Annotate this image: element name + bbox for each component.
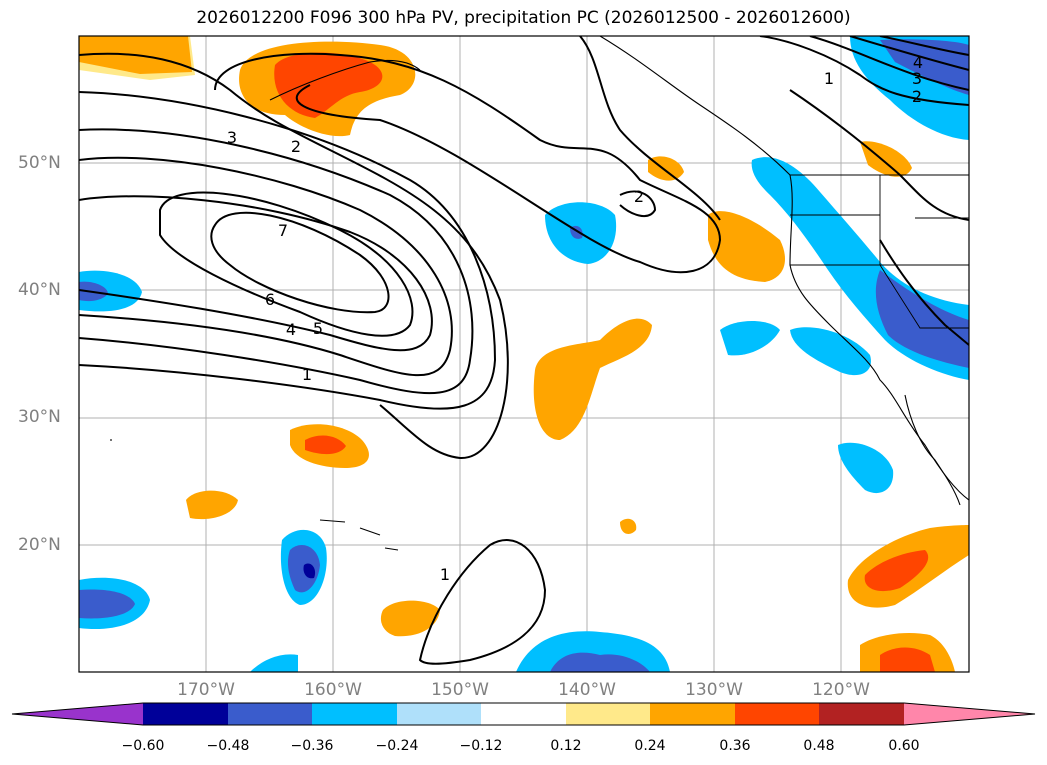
colorbar-tick-label: −0.36 bbox=[290, 738, 334, 754]
colorbar-tick-label: 0.60 bbox=[888, 738, 920, 754]
coastlines bbox=[110, 36, 969, 551]
colorbar-tick-label: −0.48 bbox=[206, 738, 250, 754]
colorbar-segment-5 bbox=[481, 703, 566, 725]
gridlines bbox=[79, 36, 969, 672]
colorbar-tick-label: 0.36 bbox=[719, 738, 751, 754]
contour-label: 4 bbox=[286, 320, 296, 339]
colorbar-tick-label: −0.24 bbox=[375, 738, 419, 754]
contour-label: 2 bbox=[291, 137, 301, 156]
contour-label: 5 bbox=[313, 319, 323, 338]
map-frame bbox=[78, 35, 970, 673]
colorbar-segment-8 bbox=[735, 703, 819, 725]
contour-label: 6 bbox=[265, 290, 275, 309]
lat-label-30n: 30°N bbox=[18, 407, 61, 427]
contour-label: 2 bbox=[634, 187, 644, 206]
colorbar-segment-4 bbox=[397, 703, 481, 725]
pv-contours bbox=[79, 36, 969, 665]
colorbar bbox=[11, 702, 1036, 726]
chart-title: 2026012200 F096 300 hPa PV, precipitatio… bbox=[196, 8, 851, 28]
lon-label-120w: 120°W bbox=[812, 680, 870, 700]
colorbar-segment-6 bbox=[566, 703, 650, 725]
colorbar-tick-label: 0.24 bbox=[634, 738, 666, 754]
lon-label-160w: 160°W bbox=[304, 680, 362, 700]
colorbar-tick-label: 0.48 bbox=[803, 738, 835, 754]
lat-label-20n: 20°N bbox=[18, 535, 61, 555]
contour-label: 4 bbox=[913, 53, 923, 72]
colorbar-tick-label: −0.12 bbox=[459, 738, 503, 754]
contour-label: 1 bbox=[302, 365, 312, 384]
contour-label: 3 bbox=[227, 128, 237, 147]
colorbar-tick-label: 0.12 bbox=[550, 738, 582, 754]
colorbar-extend-high bbox=[904, 703, 1035, 725]
lon-label-140w: 140°W bbox=[558, 680, 616, 700]
colorbar-segment-3 bbox=[312, 703, 397, 725]
contour-label: 7 bbox=[278, 221, 288, 240]
contour-label: 3 bbox=[912, 69, 922, 88]
precip-field bbox=[79, 36, 969, 672]
colorbar-extend-low bbox=[12, 703, 143, 725]
colorbar-tick-label: −0.60 bbox=[121, 738, 165, 754]
lon-label-170w: 170°W bbox=[177, 680, 235, 700]
colorbar-segment-2 bbox=[228, 703, 312, 725]
contour-labels: 7 6 5 4 3 2 1 1 2 1 4 3 2 bbox=[227, 53, 923, 584]
state-borders bbox=[790, 174, 969, 329]
lat-label-50n: 50°N bbox=[18, 153, 61, 173]
contour-label: 1 bbox=[440, 565, 450, 584]
colorbar-segment-7 bbox=[650, 703, 735, 725]
lat-label-40n: 40°N bbox=[18, 280, 61, 300]
colorbar-segment-9 bbox=[819, 703, 904, 725]
colorbar-segment-1 bbox=[143, 703, 228, 725]
contour-label: 2 bbox=[912, 87, 922, 106]
contour-label: 1 bbox=[824, 69, 834, 88]
lon-label-130w: 130°W bbox=[685, 680, 743, 700]
lon-label-150w: 150°W bbox=[431, 680, 489, 700]
